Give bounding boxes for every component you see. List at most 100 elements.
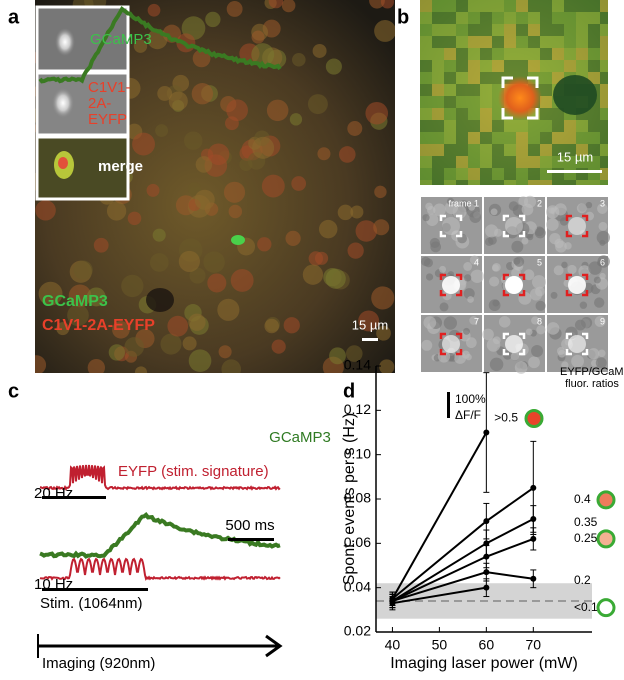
pixel — [444, 180, 456, 185]
pixel — [420, 36, 432, 48]
noise — [528, 356, 540, 369]
pixel — [456, 168, 468, 180]
cell — [124, 337, 145, 357]
pixel — [456, 60, 468, 72]
roi-box — [565, 332, 589, 356]
cell — [133, 39, 148, 53]
cell — [67, 304, 89, 327]
noise — [463, 262, 473, 271]
pixel — [588, 108, 600, 120]
noise — [482, 328, 494, 341]
noise — [506, 226, 519, 239]
cell — [350, 205, 364, 219]
pixel — [576, 24, 588, 36]
cell — [203, 251, 225, 273]
noise — [555, 240, 567, 253]
frame-label: 7 — [474, 316, 479, 326]
noise — [467, 296, 474, 303]
pixel — [420, 108, 432, 120]
noise — [465, 353, 472, 361]
cell — [132, 132, 155, 156]
noise — [469, 255, 480, 265]
dark-region — [553, 75, 597, 115]
cell — [231, 235, 245, 245]
cell — [68, 284, 92, 308]
pixel — [432, 156, 444, 168]
noise — [595, 357, 607, 369]
noise — [439, 265, 447, 273]
pixel — [576, 144, 588, 156]
cell — [317, 147, 331, 161]
cell — [264, 318, 280, 334]
cell — [149, 253, 169, 272]
noise — [465, 337, 477, 349]
pixel — [600, 180, 608, 185]
y-tick-label: 0.12 — [344, 401, 371, 417]
pixel — [528, 132, 540, 144]
pixel — [480, 156, 492, 168]
noise — [443, 316, 458, 330]
noise — [593, 276, 601, 284]
y-tick-label: 0.10 — [344, 445, 371, 461]
point — [483, 540, 490, 547]
noise — [587, 348, 600, 360]
cell — [505, 335, 523, 353]
noise — [485, 224, 499, 238]
pixel — [600, 0, 608, 12]
pixel — [576, 0, 588, 12]
series-line — [391, 432, 488, 600]
pixel — [564, 36, 576, 48]
legend-title: EYFP/GCaMP3 fluor. ratios — [560, 366, 624, 390]
noise — [535, 300, 546, 311]
noise — [571, 354, 585, 368]
pixel — [432, 48, 444, 60]
cell — [285, 230, 301, 247]
x-tick-label: 70 — [526, 637, 542, 653]
pixel — [528, 180, 540, 185]
point — [530, 484, 537, 491]
noise — [561, 261, 568, 269]
pixel — [600, 12, 608, 24]
roi-box — [502, 214, 526, 238]
cell — [325, 58, 342, 75]
cell — [147, 3, 161, 17]
pixel — [444, 0, 456, 12]
cell — [347, 242, 364, 259]
pixel — [576, 60, 588, 72]
pixel — [468, 132, 480, 144]
noise — [510, 352, 520, 361]
cell — [261, 174, 285, 198]
pixel — [444, 84, 456, 96]
pixel — [600, 36, 608, 48]
x-tick-label: 50 — [432, 637, 448, 653]
cell — [58, 157, 68, 169]
cell — [217, 298, 240, 321]
cell — [207, 143, 230, 166]
noise — [553, 265, 564, 276]
scale-label: 500 ms — [225, 517, 274, 534]
noise — [421, 339, 433, 351]
noise — [441, 222, 451, 232]
inset — [35, 135, 130, 201]
scale-bar — [547, 170, 602, 173]
cell — [56, 322, 70, 336]
pixel — [576, 12, 588, 24]
scale-label: 100% — [455, 392, 486, 406]
pixel — [600, 132, 608, 144]
noise — [531, 345, 544, 358]
pixel — [528, 156, 540, 168]
pixel — [468, 96, 480, 108]
cell — [371, 286, 395, 310]
pixel — [564, 12, 576, 24]
cell — [188, 313, 206, 331]
x-tick-label: 60 — [479, 637, 495, 653]
pixel — [420, 120, 432, 132]
legend-label: <0.1 — [574, 600, 598, 614]
pixel — [420, 144, 432, 156]
pixel — [552, 168, 564, 180]
pixel — [600, 96, 608, 108]
cell — [218, 345, 232, 359]
cell — [226, 1, 243, 17]
